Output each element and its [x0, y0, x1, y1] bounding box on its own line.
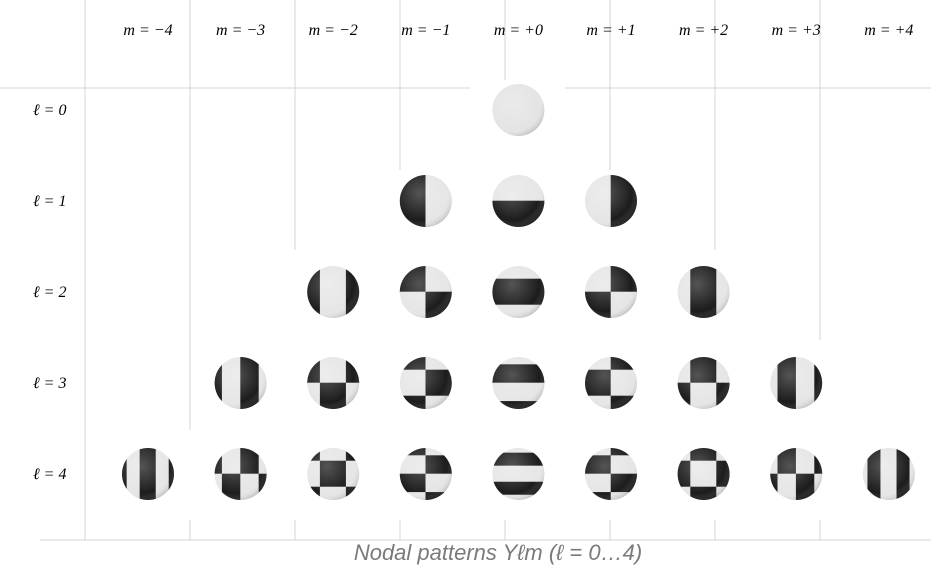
sphere-shade [492, 448, 544, 500]
sphere [307, 357, 360, 410]
sphere [492, 175, 545, 228]
sphere-shade [122, 448, 174, 500]
sphere-shade [492, 266, 544, 318]
sphere [307, 266, 360, 319]
sphere-shade [770, 357, 822, 409]
sphere-shade [492, 357, 544, 409]
sphere-shade [307, 357, 359, 409]
row-label: ℓ = 2 [33, 284, 66, 301]
sphere-shade [215, 448, 267, 500]
caption: Nodal patterns Yℓm (ℓ = 0…4) [354, 540, 642, 565]
sphere [400, 357, 453, 410]
sphere-shade [492, 84, 544, 136]
row-label: ℓ = 3 [33, 375, 66, 392]
sphere [214, 357, 267, 410]
sphere-shade [585, 266, 637, 318]
sphere-shade [400, 357, 452, 409]
column-header: m = −3 [216, 22, 265, 39]
sphere-shade [400, 448, 452, 500]
column-header: m = −1 [401, 22, 450, 39]
sphere [492, 84, 544, 136]
sphere-shade [585, 357, 637, 409]
sphere [585, 448, 638, 501]
sphere-shade [678, 266, 730, 318]
sphere [492, 266, 545, 319]
column-header: m = +0 [494, 22, 543, 39]
sphere-shade [585, 448, 637, 500]
sphere [677, 357, 730, 410]
column-header: m = −2 [309, 22, 358, 39]
sphere-shade [307, 448, 359, 500]
sphere-shade [863, 448, 915, 500]
sphere [677, 266, 730, 319]
sphere [585, 175, 638, 228]
sphere-shade [215, 357, 267, 409]
sphere [400, 175, 453, 228]
sphere-shade [400, 175, 452, 227]
column-header: m = +4 [864, 22, 913, 39]
column-header: m = +3 [772, 22, 821, 39]
sphere [770, 357, 823, 410]
sphere-shade [770, 448, 822, 500]
sphere [492, 357, 545, 410]
sphere [770, 448, 823, 501]
diagram: Nodal patterns Yℓm (ℓ = 0…4) m = −4 m = −… [0, 0, 931, 565]
row-label: ℓ = 4 [33, 466, 66, 483]
sphere-shade [307, 266, 359, 318]
sphere [677, 448, 730, 501]
column-header: m = +1 [586, 22, 635, 39]
sphere [863, 448, 916, 501]
row-label: ℓ = 0 [33, 102, 66, 119]
sphere [307, 448, 360, 501]
column-header: m = +2 [679, 22, 728, 39]
row-label: ℓ = 1 [33, 193, 66, 210]
sphere [585, 266, 638, 319]
sphere-shade [678, 357, 730, 409]
sphere-shade [678, 448, 730, 500]
sphere [400, 266, 453, 319]
sphere-shade [400, 266, 452, 318]
sphere [492, 448, 545, 501]
sphere [122, 448, 175, 501]
sphere-shade [585, 175, 637, 227]
sphere [214, 448, 267, 501]
sphere [400, 448, 453, 501]
sphere [585, 357, 638, 410]
sphere-shade [492, 175, 544, 227]
column-header: m = −4 [123, 22, 172, 39]
